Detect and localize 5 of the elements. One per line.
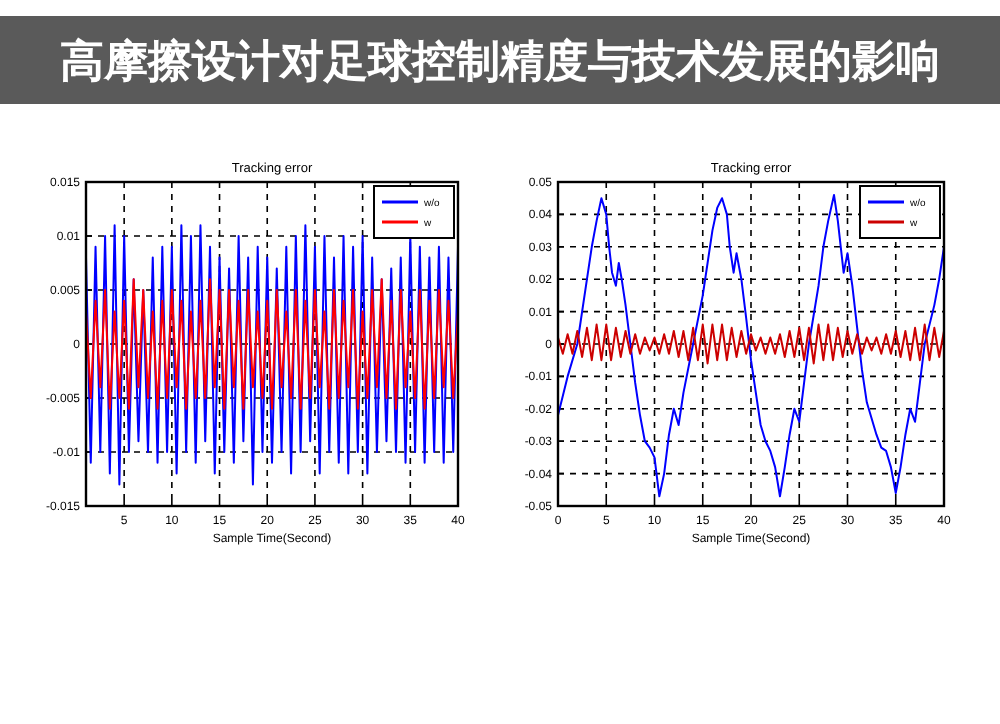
line-series <box>557 193 945 498</box>
line-series <box>85 278 459 410</box>
line-series <box>557 323 945 365</box>
text: 高摩擦设计对足球控制精度与技术发展的影响 <box>60 36 940 86</box>
line-series <box>85 224 459 486</box>
